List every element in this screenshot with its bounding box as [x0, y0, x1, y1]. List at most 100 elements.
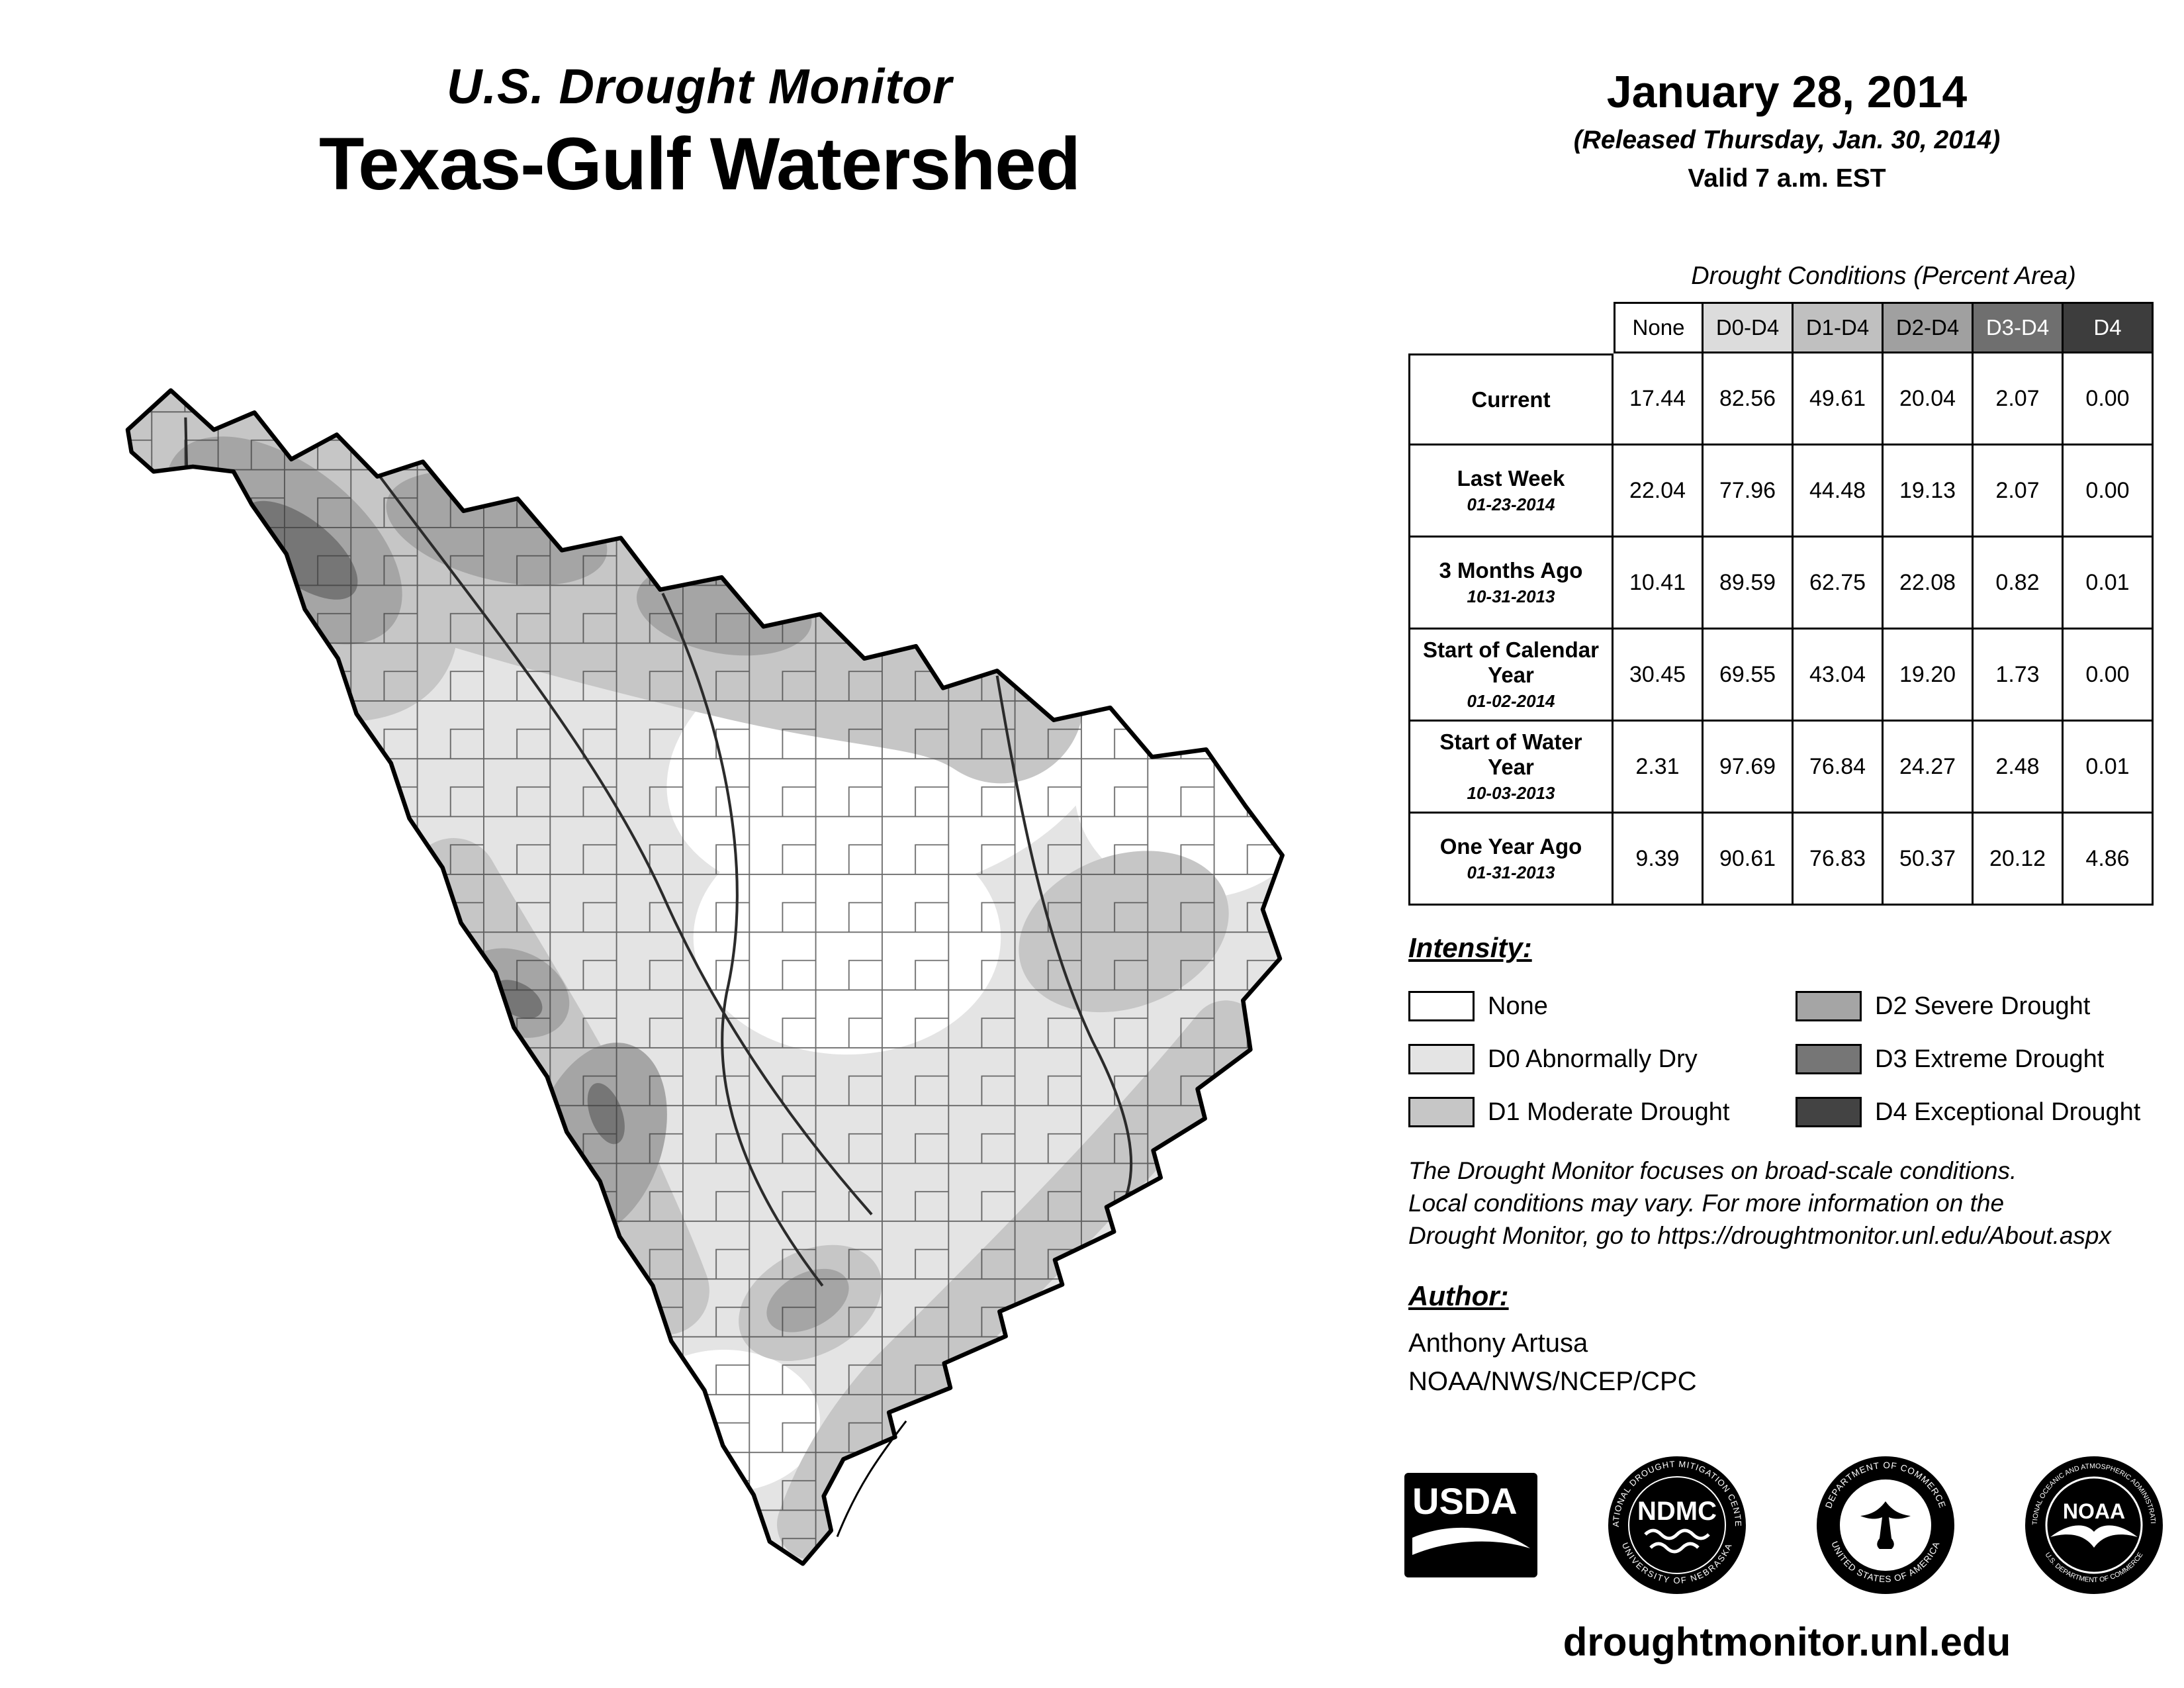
- table-cell: 2.31: [1614, 722, 1704, 814]
- column-header-d3-d4: D3-D4: [1974, 302, 2064, 353]
- drought-conditions-table: None D0-D4 D1-D4 D2-D4 D3-D4 D4 Current …: [1408, 302, 2154, 906]
- table-cell: 50.37: [1884, 814, 1974, 906]
- barrier-island-line: [836, 1420, 907, 1537]
- intensity-legend: Intensity: None D0 Abnormally Dry D1 Mod…: [1408, 932, 2166, 1139]
- legend-swatch-none: [1408, 991, 1475, 1021]
- author-block: Author: Anthony Artusa NOAA/NWS/NCEP/CPC: [1408, 1280, 1697, 1401]
- table-cell: 19.13: [1884, 445, 1974, 538]
- legend-swatch-d0: [1408, 1044, 1475, 1074]
- table-cell: 19.20: [1884, 630, 1974, 722]
- table-cell: 22.04: [1614, 445, 1704, 538]
- row-label-3-months-ago: 3 Months Ago 10-31-2013: [1408, 538, 1614, 630]
- author-org: NOAA/NWS/NCEP/CPC: [1408, 1367, 1697, 1396]
- doc-seal-logo: DEPARTMENT OF COMMERCE UNITED STATES OF …: [1817, 1456, 1954, 1594]
- legend-item-none: None: [1408, 991, 1796, 1021]
- legend-item-d1: D1 Moderate Drought: [1408, 1097, 1796, 1127]
- report-header: U.S. Drought Monitor Texas-Gulf Watershe…: [85, 58, 1314, 207]
- table-cell: 2.07: [1974, 445, 2064, 538]
- author-heading: Author:: [1408, 1280, 1509, 1311]
- table-cell: 0.01: [2064, 722, 2154, 814]
- report-title: U.S. Drought Monitor: [447, 59, 952, 114]
- ndmc-waves: [1644, 1528, 1710, 1540]
- table-cell: 49.61: [1794, 353, 1884, 445]
- table-cell: 76.83: [1794, 814, 1884, 906]
- usda-logo-text: USDA: [1412, 1480, 1518, 1522]
- legend-swatch-d1: [1408, 1097, 1475, 1127]
- row-label-last-week: Last Week 01-23-2014: [1408, 445, 1614, 538]
- valid-time: Valid 7 a.m. EST: [1688, 164, 1886, 193]
- table-cell: 2.48: [1974, 722, 2064, 814]
- noaa-logo: NATIONAL OCEANIC AND ATMOSPHERIC ADMINIS…: [2024, 1455, 2163, 1594]
- release-date: (Released Thursday, Jan. 30, 2014): [1573, 126, 2001, 154]
- table-cell: 0.00: [2064, 445, 2154, 538]
- date-block: January 28, 2014 (Released Thursday, Jan…: [1403, 66, 2171, 193]
- table-cell: 0.00: [2064, 630, 2154, 722]
- table-cell: 44.48: [1794, 445, 1884, 538]
- doc-eagle: [1860, 1501, 1911, 1549]
- noaa-gull: [2050, 1525, 2138, 1548]
- disclaimer: The Drought Monitor focuses on broad-sca…: [1408, 1154, 2111, 1252]
- row-label-one-year-ago: One Year Ago 01-31-2013: [1408, 814, 1614, 906]
- usda-logo: USDA: [1404, 1473, 1537, 1577]
- table-cell: 0.00: [2064, 353, 2154, 445]
- legend-title: Intensity:: [1408, 932, 1532, 963]
- table-cell: 2.07: [1974, 353, 2064, 445]
- table-cell: 0.01: [2064, 538, 2154, 630]
- table-cell: 76.84: [1794, 722, 1884, 814]
- ndmc-logo: NATIONAL DROUGHT MITIGATION CENTER UNIVE…: [1607, 1455, 1746, 1594]
- row-label-start-water-year: Start of Water Year 10-03-2013: [1408, 722, 1614, 814]
- table-title: Drought Conditions (Percent Area): [1691, 262, 2076, 290]
- row-label-start-calendar-year: Start of Calendar Year 01-02-2014: [1408, 630, 1614, 722]
- table-cell: 20.12: [1974, 814, 2064, 906]
- table-cell: 24.27: [1884, 722, 1974, 814]
- disclaimer-line: The Drought Monitor focuses on broad-sca…: [1408, 1157, 2017, 1184]
- table-cell: 97.69: [1704, 722, 1794, 814]
- table-cell: 62.75: [1794, 538, 1884, 630]
- table-cell: 1.73: [1974, 630, 2064, 722]
- legend-item-d4: D4 Exceptional Drought: [1796, 1097, 2166, 1127]
- table-cell: 89.59: [1704, 538, 1794, 630]
- table-cell: 9.39: [1614, 814, 1704, 906]
- column-header-d2-d4: D2-D4: [1884, 302, 1974, 353]
- legend-item-d2: D2 Severe Drought: [1796, 991, 2166, 1021]
- watershed-map-svg: [85, 353, 1314, 1583]
- table-corner: [1408, 302, 1614, 353]
- table-cell: 20.04: [1884, 353, 1974, 445]
- legend-swatch-d4: [1796, 1097, 1862, 1127]
- table-cell: 69.55: [1704, 630, 1794, 722]
- column-header-d1-d4: D1-D4: [1794, 302, 1884, 353]
- table-cell: 82.56: [1704, 353, 1794, 445]
- ndmc-waves-2: [1649, 1542, 1700, 1554]
- table-cell: 22.08: [1884, 538, 1974, 630]
- legend-item-d3: D3 Extreme Drought: [1796, 1044, 2166, 1074]
- drought-shading: [128, 390, 1283, 1564]
- legend-swatch-d2: [1796, 991, 1862, 1021]
- footer-url: droughtmonitor.unl.edu: [1563, 1620, 2011, 1664]
- column-header-d0-d4: D0-D4: [1704, 302, 1794, 353]
- table-cell: 90.61: [1704, 814, 1794, 906]
- table-cell: 43.04: [1794, 630, 1884, 722]
- map-date: January 28, 2014: [1606, 67, 1968, 117]
- table-cell: 30.45: [1614, 630, 1704, 722]
- legend-swatch-d3: [1796, 1044, 1862, 1074]
- column-header-none: None: [1614, 302, 1704, 353]
- noaa-circle: [2025, 1456, 2163, 1594]
- usda-logo-bg: [1404, 1473, 1537, 1577]
- legend-item-d0: D0 Abnormally Dry: [1408, 1044, 1796, 1074]
- row-label-current: Current: [1408, 353, 1614, 445]
- table-cell: 4.86: [2064, 814, 2154, 906]
- region-title: Texas-Gulf Watershed: [318, 122, 1081, 205]
- table-cell: 77.96: [1704, 445, 1794, 538]
- usda-swoosh: [1412, 1527, 1530, 1555]
- disclaimer-line: Drought Monitor, go to https://droughtmo…: [1408, 1222, 2111, 1250]
- table-cell: 0.82: [1974, 538, 2064, 630]
- watershed-map: [85, 353, 1314, 1583]
- table-cell: 10.41: [1614, 538, 1704, 630]
- ndmc-logo-text: NDMC: [1637, 1497, 1717, 1526]
- column-header-d4: D4: [2064, 302, 2154, 353]
- table-cell: 17.44: [1614, 353, 1704, 445]
- logos-row: USDA NATIONAL DROUGHT MITIGATION CENTER …: [1403, 1455, 2164, 1595]
- noaa-logo-text: NOAA: [2063, 1499, 2125, 1523]
- disclaimer-line: Local conditions may vary. For more info…: [1408, 1190, 2005, 1217]
- author-name: Anthony Artusa: [1408, 1329, 1588, 1358]
